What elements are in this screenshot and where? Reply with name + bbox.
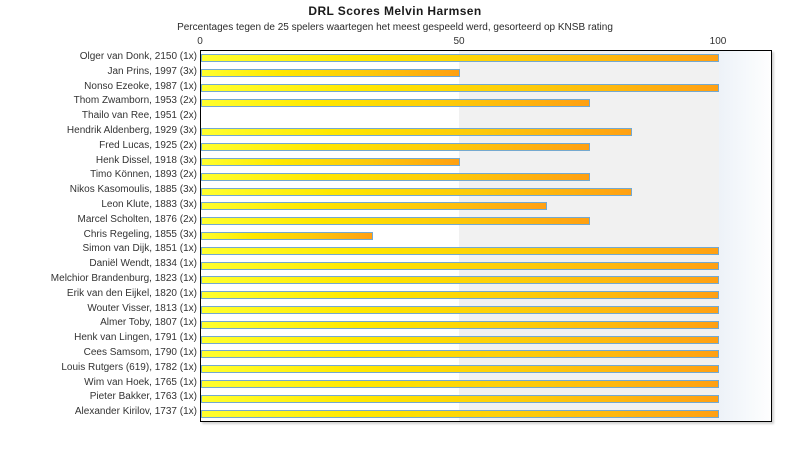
plot-area (200, 50, 772, 422)
bar (201, 158, 460, 166)
row-label: Simon van Dijk, 1851 (1x) (82, 243, 198, 255)
row-label: Daniël Wendt, 1834 (1x) (89, 258, 197, 270)
x-tick-label: 0 (197, 36, 203, 47)
bar (201, 350, 719, 359)
bar (201, 409, 719, 418)
row-label: Hendrik Aldenberg, 1929 (3x) (66, 125, 197, 136)
row-label: Fred Lucas, 1925 (2x) (99, 139, 197, 151)
bar (201, 98, 590, 107)
bar (201, 261, 719, 270)
bar (201, 394, 719, 403)
bar (201, 365, 719, 374)
row-label: Marcel Scholten, 1876 (2x) (77, 213, 197, 225)
bar (201, 54, 719, 63)
row-label: Leon Klute, 1883 (3x) (101, 199, 197, 210)
row-label: Olger van Donk, 2150 (1x) (79, 51, 197, 62)
x-tick-label: 50 (453, 36, 465, 47)
row-label: Cees Samsom, 1790 (1x) (83, 347, 197, 358)
bar (201, 291, 719, 300)
bar (201, 246, 719, 255)
bar (201, 128, 632, 137)
row-label: Chris Regeling, 1855 (3x) (83, 228, 197, 240)
row-label: Timo Können, 1893 (2x) (90, 169, 197, 181)
row-label: Almer Toby, 1807 (1x) (100, 317, 197, 329)
bar (201, 232, 373, 240)
row-label: Pieter Bakker, 1763 (1x) (89, 391, 197, 403)
row-label: Jan Prins, 1997 (3x) (107, 65, 198, 77)
row-label: Melchior Brandenburg, 1823 (1x) (50, 273, 197, 284)
bar (201, 69, 460, 78)
row-label: Thailo van Ree, 1951 (2x) (81, 110, 197, 122)
bar (201, 320, 719, 329)
row-label: Louis Rutgers (619), 1782 (1x) (61, 361, 197, 373)
bar (201, 172, 590, 181)
row-label: Wouter Visser, 1813 (1x) (87, 302, 197, 314)
row-label: Thom Zwamborn, 1953 (2x) (73, 95, 197, 107)
row-label: Wim van Hoek, 1765 (1x) (84, 376, 197, 388)
row-label: Henk van Lingen, 1791 (1x) (74, 332, 197, 344)
row-label: Henk Dissel, 1918 (3x) (95, 154, 197, 166)
row-label: Alexander Kirilov, 1737 (1x) (74, 406, 197, 418)
band-beyond-100 (719, 51, 771, 421)
bar (201, 202, 547, 211)
band-50-to-100 (459, 51, 719, 421)
bar (201, 143, 590, 152)
chart-title: DRL Scores Melvin Harmsen (308, 4, 482, 18)
row-label: Nikos Kasomoulis, 1885 (3x) (69, 184, 197, 196)
bar (201, 306, 719, 314)
bar (201, 276, 719, 285)
x-tick-label: 100 (709, 36, 727, 47)
bar (201, 217, 590, 226)
bar (201, 84, 719, 92)
bar (201, 380, 719, 388)
chart-subtitle: Percentages tegen de 25 spelers waartege… (177, 22, 613, 33)
bar (201, 187, 632, 196)
row-label: Nonso Ezeoke, 1987 (1x) (84, 80, 197, 92)
bar (201, 335, 719, 344)
row-label: Erik van den Eijkel, 1820 (1x) (66, 287, 197, 299)
